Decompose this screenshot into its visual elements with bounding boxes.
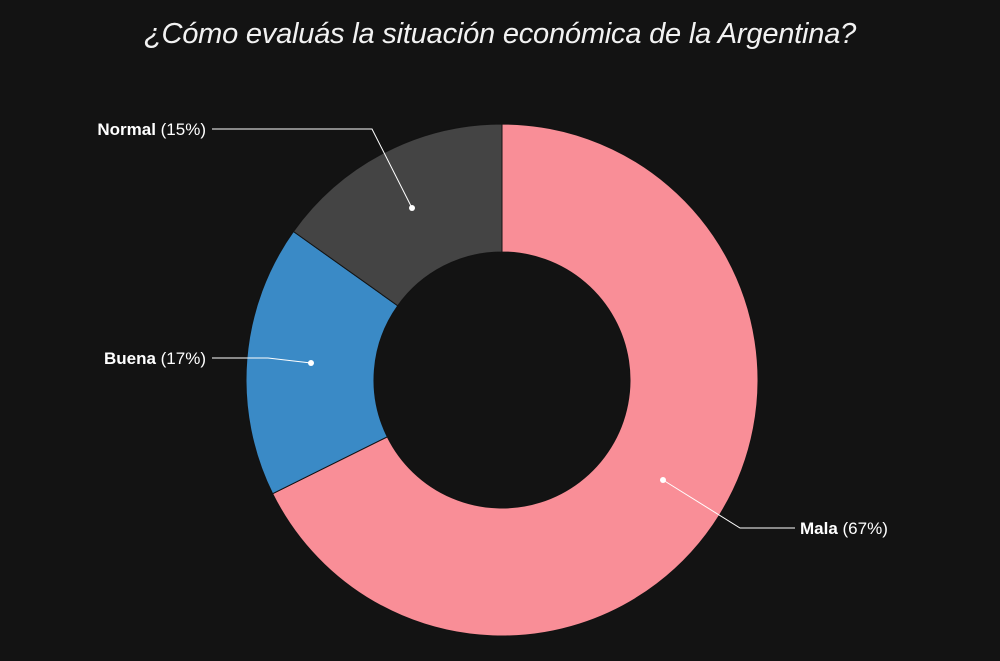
slice-normal: [292, 123, 503, 307]
labels-layer: Mala (67%) Buena (17%) Normal (15%): [97, 120, 888, 538]
leader-dot-buena: [308, 360, 314, 366]
slice-mala: [271, 123, 759, 637]
leader-line-normal: [212, 128, 413, 209]
slice-label-mala: Mala (67%): [800, 519, 888, 538]
slice-label-name: Buena: [104, 349, 157, 368]
slice-label-buena: Buena (17%): [104, 349, 206, 368]
label-buena: Buena (17%): [104, 349, 314, 368]
slice-label-percent: (15%): [156, 120, 206, 139]
label-mala: Mala (67%): [660, 477, 888, 538]
leader-line-mala: [662, 479, 795, 529]
slice-label-name: Normal: [97, 120, 156, 139]
leader-dot-mala: [660, 477, 666, 483]
leader-line-buena: [212, 357, 312, 364]
label-normal: Normal (15%): [97, 120, 415, 211]
chart-title: ¿Cómo evaluás la situación económica de …: [143, 18, 857, 50]
slice-label-percent: (67%): [838, 519, 888, 538]
slice-label-percent: (17%): [156, 349, 206, 368]
slices-layer: [245, 123, 759, 637]
slice-label-name: Mala: [800, 519, 838, 538]
slice-buena: [245, 230, 399, 495]
leader-dot-normal: [409, 205, 415, 211]
slice-label-normal: Normal (15%): [97, 120, 206, 139]
